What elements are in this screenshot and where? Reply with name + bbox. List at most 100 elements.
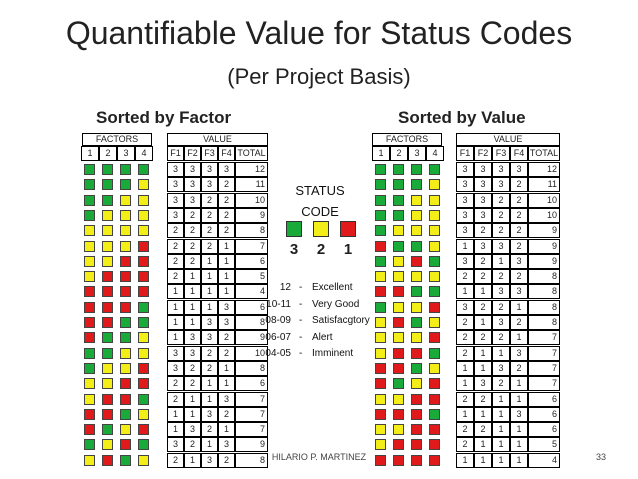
footer-author: HILARIO P. MARTINEZ <box>271 452 367 462</box>
factor-value-cell: 1 <box>201 391 218 407</box>
status-color-square <box>120 332 131 344</box>
right-value-header: F3 <box>492 146 510 161</box>
factor-value-cell: 3 <box>474 177 492 193</box>
right-value-header: F4 <box>510 146 528 161</box>
status-color-square <box>102 301 113 313</box>
status-color-square <box>102 194 113 206</box>
factor-value-cell: 1 <box>201 437 218 453</box>
status-color-square <box>375 301 386 313</box>
total-value-cell: 10 <box>528 192 560 208</box>
status-color-square <box>375 286 386 298</box>
factor-value-cell: 3 <box>510 284 528 300</box>
status-color-square <box>411 164 422 175</box>
factor-value-cell: 3 <box>167 177 184 193</box>
factor-value-cell: 1 <box>510 452 528 468</box>
total-value-cell: 10 <box>528 207 560 223</box>
factor-value-cell: 2 <box>218 345 235 361</box>
left-factor-header: 4 <box>135 146 153 161</box>
factor-value-cell: 3 <box>167 345 184 361</box>
status-color-square <box>375 424 386 436</box>
left-value-header: F4 <box>218 146 235 161</box>
status-color-square <box>429 393 440 405</box>
legend-range: 10-11 <box>266 298 291 310</box>
factor-value-cell: 3 <box>184 192 201 208</box>
factor-value-cell: 3 <box>510 406 528 422</box>
status-color-square <box>120 424 131 436</box>
status-color-square <box>138 378 149 390</box>
status-color-square <box>120 255 131 267</box>
factor-value-cell: 3 <box>184 177 201 193</box>
total-value-cell: 12 <box>235 162 268 177</box>
legend-dash: - <box>299 298 303 310</box>
status-color-square <box>429 424 440 436</box>
status-color-square <box>411 393 422 405</box>
status-color-square <box>411 362 422 374</box>
status-color-square <box>138 408 149 420</box>
factor-value-cell: 1 <box>456 376 474 392</box>
factor-value-cell: 3 <box>474 376 492 392</box>
total-value-cell: 7 <box>235 406 268 422</box>
factor-value-cell: 3 <box>184 345 201 361</box>
status-color-square <box>102 332 113 344</box>
factor-value-cell: 2 <box>474 269 492 285</box>
factor-value-cell: 1 <box>218 376 235 392</box>
factor-value-cell: 2 <box>456 315 474 330</box>
status-color-square <box>429 408 440 420</box>
left-heading: Sorted by Factor <box>96 108 232 127</box>
total-value-cell: 8 <box>235 315 268 330</box>
factor-value-cell: 1 <box>474 406 492 422</box>
status-color-square <box>429 255 440 267</box>
status-color-square <box>84 301 95 313</box>
table-row: 3 3 2 2 10 <box>0 207 638 223</box>
factor-value-cell: 2 <box>510 207 528 223</box>
factor-value-cell: 2 <box>167 391 184 407</box>
status-color-square <box>375 408 386 420</box>
factor-value-cell: 1 <box>184 299 201 315</box>
factor-value-cell: 3 <box>456 177 474 193</box>
factor-value-cell: 1 <box>218 284 235 300</box>
factor-value-cell: 1 <box>492 452 510 468</box>
factor-value-cell: 2 <box>201 422 218 438</box>
total-value-cell: 9 <box>235 330 268 346</box>
left-value-header: F1 <box>167 146 184 161</box>
factor-value-cell: 3 <box>184 162 201 177</box>
factor-value-cell: 3 <box>474 207 492 223</box>
total-value-cell: 9 <box>528 253 560 269</box>
factor-value-cell: 1 <box>474 452 492 468</box>
legend-range: 04-05 <box>265 348 291 359</box>
status-color-square <box>429 240 440 252</box>
total-value-cell: 10 <box>235 345 268 361</box>
factor-value-cell: 3 <box>456 162 474 177</box>
status-color-square <box>429 439 440 451</box>
total-value-cell: 9 <box>235 207 268 223</box>
factor-value-cell: 3 <box>218 299 235 315</box>
factor-value-cell: 2 <box>492 330 510 346</box>
status-color-square <box>429 286 440 298</box>
left-factor-header: 1 <box>81 146 99 161</box>
status-color-square <box>375 317 386 328</box>
status-color-square <box>393 225 404 237</box>
factor-value-cell: 2 <box>492 376 510 392</box>
total-value-cell: 8 <box>235 452 268 468</box>
factor-value-cell: 3 <box>492 238 510 254</box>
factor-value-cell: 2 <box>510 315 528 330</box>
factor-value-cell: 1 <box>510 422 528 438</box>
status-color-square <box>120 301 131 313</box>
factor-value-cell: 2 <box>167 238 184 254</box>
factor-value-cell: 1 <box>184 406 201 422</box>
status-color-square <box>411 179 422 191</box>
factor-value-cell: 2 <box>167 253 184 269</box>
status-color-square <box>393 362 404 374</box>
status-color-square <box>375 225 386 237</box>
factor-value-cell: 1 <box>218 360 235 376</box>
factor-value-cell: 3 <box>474 238 492 254</box>
status-color-square <box>138 454 149 466</box>
